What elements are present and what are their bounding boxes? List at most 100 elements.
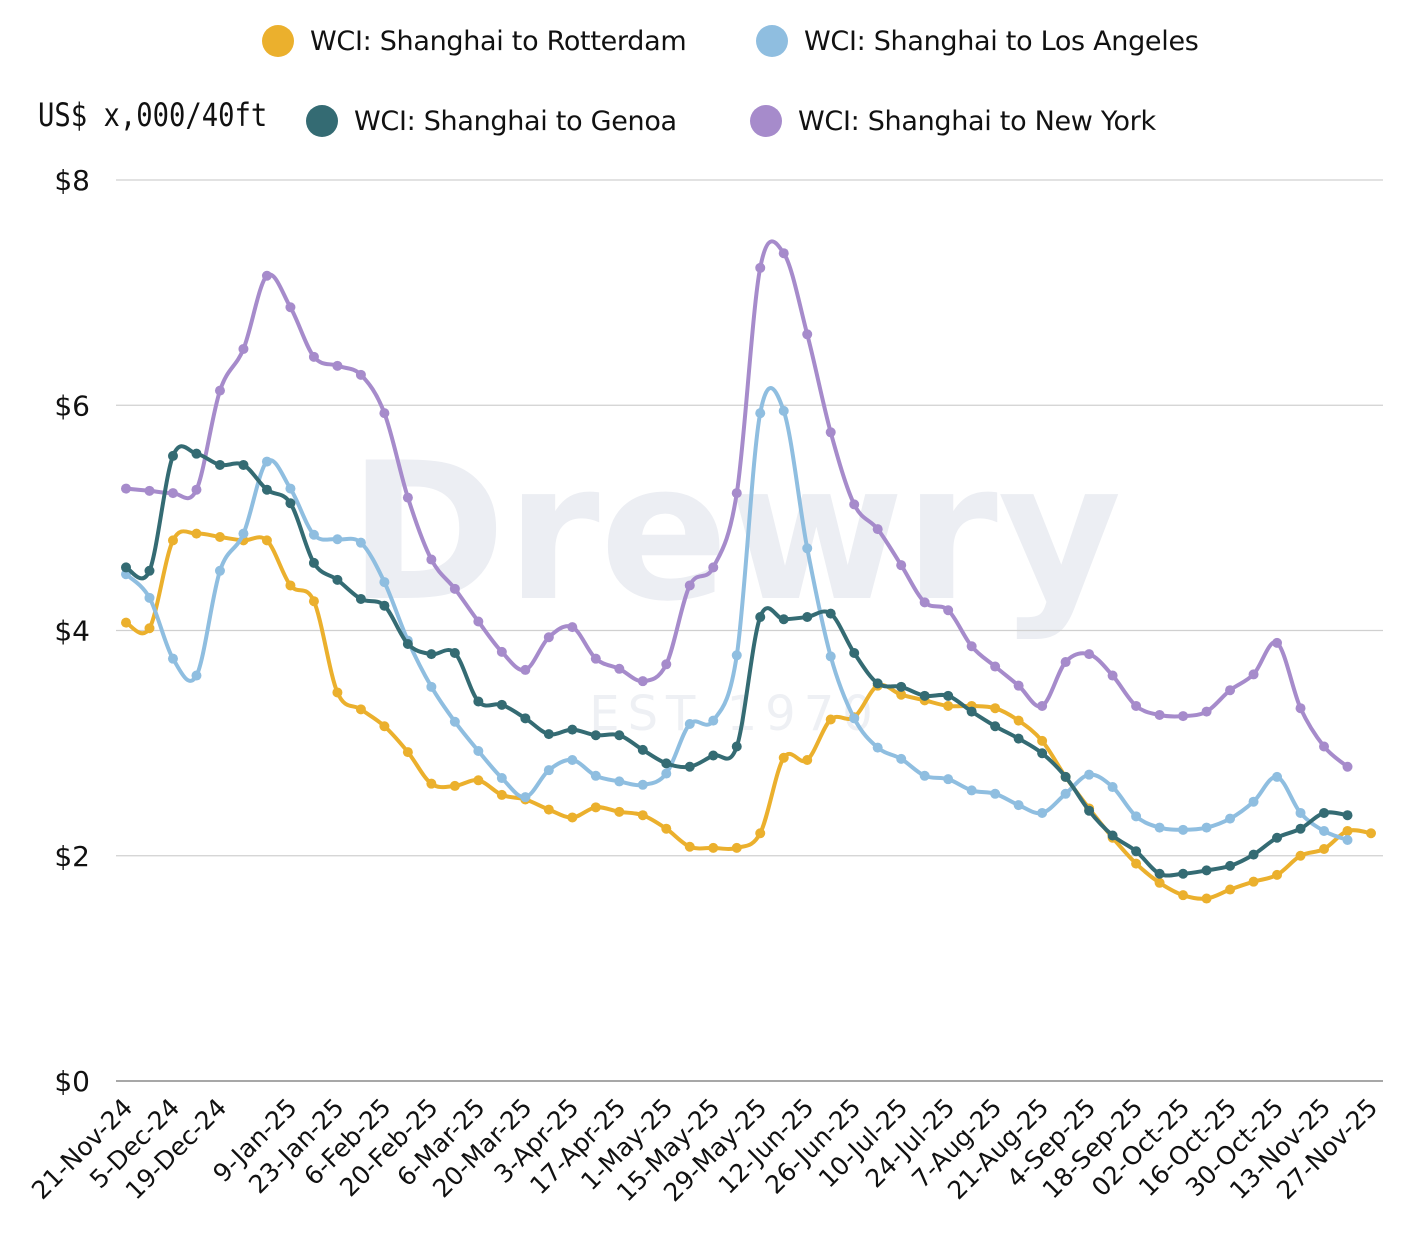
- data-point-new-york: [238, 343, 249, 354]
- data-point-genoa: [1131, 846, 1142, 857]
- data-point-los-angeles: [543, 765, 554, 776]
- data-point-los-angeles: [167, 653, 178, 664]
- data-point-rotterdam: [379, 721, 390, 732]
- data-point-genoa: [1272, 832, 1283, 843]
- data-point-genoa: [731, 741, 742, 752]
- legend-item-new-york[interactable]: WCI: Shanghai to New York: [750, 105, 1156, 137]
- series-los-angeles: [121, 386, 1353, 845]
- data-point-new-york: [990, 661, 1001, 672]
- data-point-los-angeles: [708, 715, 719, 726]
- data-point-los-angeles: [308, 529, 319, 540]
- data-point-new-york: [778, 248, 789, 259]
- data-point-new-york: [755, 262, 766, 273]
- data-point-rotterdam: [708, 842, 719, 853]
- data-point-los-angeles: [238, 528, 249, 539]
- data-point-genoa: [990, 721, 1001, 732]
- data-point-genoa: [520, 713, 531, 724]
- data-point-los-angeles: [849, 713, 860, 724]
- data-point-genoa: [214, 459, 225, 470]
- data-point-new-york: [402, 492, 413, 503]
- data-point-genoa: [1342, 810, 1353, 821]
- data-point-genoa: [496, 699, 507, 710]
- data-point-genoa: [1201, 865, 1212, 876]
- data-point-new-york: [308, 351, 319, 362]
- data-point-los-angeles: [355, 537, 366, 548]
- data-point-los-angeles: [144, 592, 155, 603]
- data-point-rotterdam: [614, 806, 625, 817]
- data-point-genoa: [308, 557, 319, 568]
- data-point-new-york: [496, 646, 507, 657]
- data-point-los-angeles: [214, 565, 225, 576]
- data-point-rotterdam: [637, 810, 648, 821]
- data-point-los-angeles: [1107, 782, 1118, 793]
- y-tick-label: $0: [54, 1065, 90, 1098]
- data-point-new-york: [167, 488, 178, 499]
- data-point-rotterdam: [449, 780, 460, 791]
- data-point-new-york: [825, 427, 836, 438]
- legend-item-rotterdam[interactable]: WCI: Shanghai to Rotterdam: [262, 25, 687, 57]
- data-point-los-angeles: [919, 770, 930, 781]
- legend-item-los-angeles[interactable]: WCI: Shanghai to Los Angeles: [756, 25, 1199, 57]
- data-point-new-york: [614, 663, 625, 674]
- data-point-rotterdam: [590, 802, 601, 813]
- legend-marker-rotterdam: [262, 25, 294, 57]
- legend-label-los-angeles: WCI: Shanghai to Los Angeles: [804, 25, 1199, 57]
- data-point-new-york: [1178, 711, 1189, 722]
- data-point-genoa: [261, 484, 272, 495]
- legend-marker-new-york: [750, 105, 782, 137]
- data-point-genoa: [1295, 823, 1306, 834]
- legend-item-genoa[interactable]: WCI: Shanghai to Genoa: [306, 105, 677, 137]
- data-point-genoa: [614, 730, 625, 741]
- data-point-rotterdam: [1013, 715, 1024, 726]
- data-point-new-york: [473, 616, 484, 627]
- data-point-rotterdam: [144, 623, 155, 634]
- data-point-new-york: [731, 488, 742, 499]
- data-point-los-angeles: [1013, 800, 1024, 811]
- data-point-genoa: [1319, 807, 1330, 818]
- data-point-genoa: [167, 450, 178, 461]
- data-point-genoa: [1248, 849, 1259, 860]
- y-axis-ticks: $0 $2 $4 $6 $8: [54, 164, 90, 1098]
- data-point-rotterdam: [661, 823, 672, 834]
- data-point-rotterdam: [1037, 735, 1048, 746]
- data-point-los-angeles: [261, 456, 272, 467]
- data-point-los-angeles: [943, 774, 954, 785]
- data-point-new-york: [1060, 657, 1071, 668]
- data-point-new-york: [332, 360, 343, 371]
- watermark: Drewry EST 1970: [348, 422, 1121, 742]
- data-point-genoa: [1178, 868, 1189, 879]
- data-point-los-angeles: [1084, 769, 1095, 780]
- data-point-rotterdam: [731, 842, 742, 853]
- y-tick-label: $6: [54, 389, 90, 422]
- data-point-rotterdam: [426, 778, 437, 789]
- data-point-new-york: [966, 641, 977, 652]
- data-point-genoa: [778, 614, 789, 625]
- data-point-los-angeles: [731, 650, 742, 661]
- legend-label-rotterdam: WCI: Shanghai to Rotterdam: [310, 25, 687, 57]
- data-point-rotterdam: [896, 689, 907, 700]
- data-point-los-angeles: [614, 776, 625, 787]
- data-point-new-york: [379, 408, 390, 419]
- data-point-los-angeles: [379, 577, 390, 588]
- data-point-new-york: [1272, 637, 1283, 648]
- data-point-genoa: [402, 639, 413, 650]
- data-point-rotterdam: [990, 703, 1001, 714]
- data-point-rotterdam: [755, 828, 766, 839]
- data-point-rotterdam: [567, 812, 578, 823]
- data-point-genoa: [1013, 733, 1024, 744]
- data-point-genoa: [285, 498, 296, 509]
- data-point-rotterdam: [1248, 876, 1259, 887]
- data-point-new-york: [1201, 706, 1212, 717]
- data-point-los-angeles: [426, 681, 437, 692]
- data-point-rotterdam: [473, 775, 484, 786]
- y-tick-label: $2: [54, 840, 90, 873]
- data-point-genoa: [1154, 868, 1165, 879]
- watermark-tagline: EST 1970: [589, 686, 881, 742]
- data-point-los-angeles: [1037, 807, 1048, 818]
- data-point-los-angeles: [332, 534, 343, 545]
- data-point-rotterdam: [121, 617, 131, 628]
- data-point-genoa: [943, 690, 954, 701]
- data-point-new-york: [520, 664, 531, 675]
- y-tick-label: $4: [54, 615, 90, 648]
- data-point-genoa: [1060, 771, 1071, 782]
